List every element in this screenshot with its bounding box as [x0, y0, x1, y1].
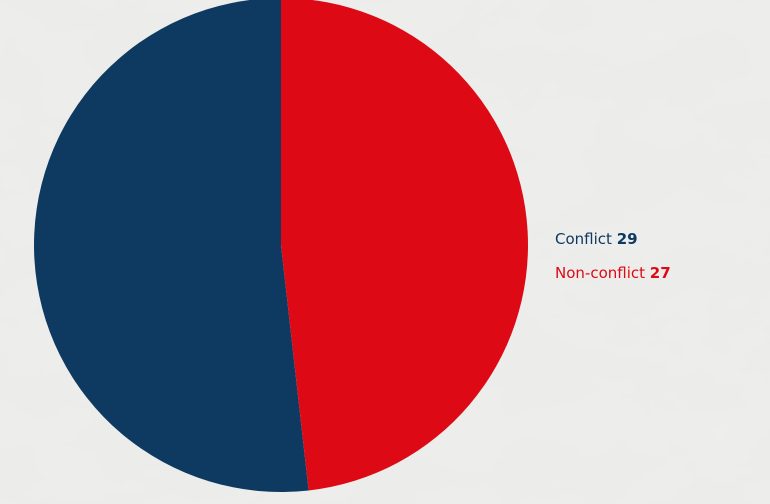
legend-item-non-conflict: Non-conflict 27	[555, 263, 671, 283]
legend-item-conflict: Conflict 29	[555, 229, 671, 249]
legend-value: 27	[649, 264, 671, 282]
legend-label: Conflict	[555, 230, 612, 248]
legend: Conflict 29 Non-conflict 27	[555, 229, 671, 297]
pie-slice-non-conflict	[281, 0, 528, 491]
legend-value: 29	[616, 230, 638, 248]
pie-slice-conflict	[34, 0, 309, 492]
legend-label: Non-conflict	[555, 264, 645, 282]
